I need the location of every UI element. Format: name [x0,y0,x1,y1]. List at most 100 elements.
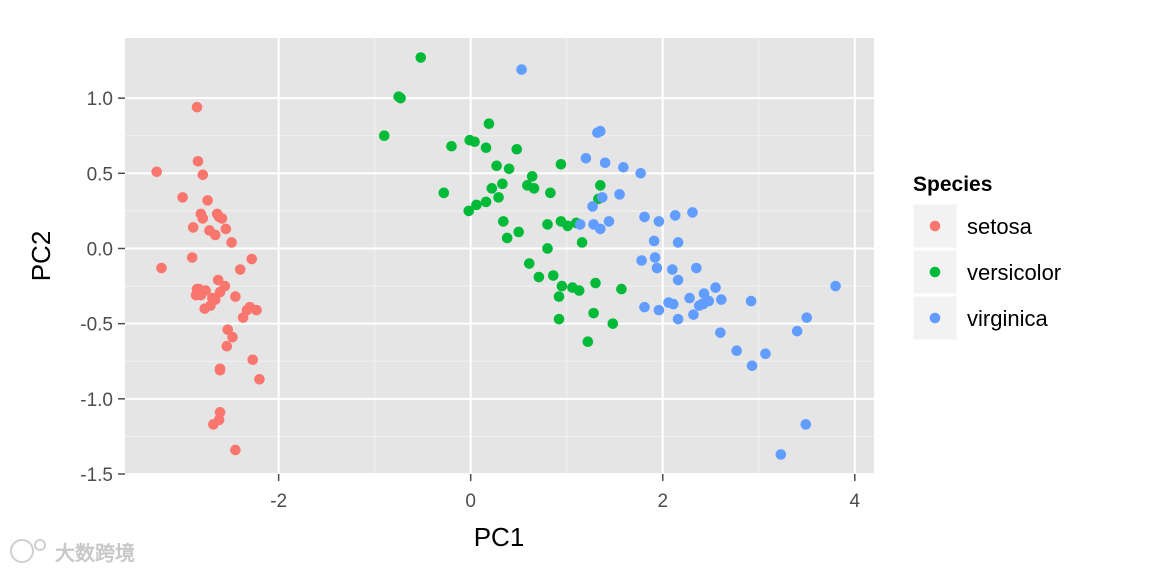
data-point-setosa [226,237,237,248]
data-point-versicolor [588,307,599,319]
data-point-setosa [191,101,203,113]
y-tick-label: -1.0 [80,390,113,411]
data-point-virginica [760,348,771,360]
data-point-versicolor [523,258,535,269]
data-point-virginica [669,210,681,221]
data-point-virginica [667,264,678,275]
data-point-setosa [227,331,238,343]
data-point-virginica [516,64,527,75]
y-tick-label: 1.0 [87,89,113,110]
data-point-versicolor [607,318,619,329]
data-point-setosa [156,262,167,274]
legend-marker-setosa [929,220,941,232]
data-point-virginica [663,297,674,308]
legend: Species setosa versicolor virginica [912,173,1061,341]
grid-major [125,38,874,475]
data-point-setosa [186,252,198,263]
x-tick-label: -2 [270,491,287,512]
data-point-versicolor [415,52,427,63]
data-point-setosa [187,222,199,233]
data-point-setosa [254,373,265,385]
data-point-setosa [151,166,162,178]
data-point-virginica [715,327,726,338]
x-axis-ticks: -2 0 2 4 [270,474,861,512]
data-point-versicolor [562,220,573,232]
x-tick-label: 4 [850,491,861,512]
data-point-setosa [199,303,211,314]
data-point-virginica [587,201,598,212]
data-point-virginica [684,292,695,304]
data-point-versicolor [438,187,450,199]
data-point-versicolor [446,140,457,152]
data-point-setosa [193,283,205,295]
watermark-logo-icon [10,539,34,563]
data-point-versicolor [493,192,504,203]
data-point-versicolor [469,136,480,148]
data-point-versicolor [533,271,545,283]
data-point-virginica [746,360,758,372]
data-point-versicolor [497,178,508,190]
data-point-versicolor [545,187,556,199]
legend-title: Species [913,173,992,196]
data-point-virginica [800,419,812,430]
data-point-virginica [574,219,586,230]
data-point-versicolor [503,163,515,175]
data-point-versicolor [513,226,525,238]
x-axis-title: PC1 [474,522,525,552]
data-point-versicolor [576,237,588,248]
data-point-setosa [213,414,225,426]
y-tick-label: 0.5 [87,164,113,185]
data-point-versicolor [480,142,492,154]
x-tick-label: 2 [657,491,668,512]
data-point-setosa [222,324,234,335]
data-point-virginica [636,255,647,266]
data-point-versicolor [393,91,404,102]
data-point-versicolor [501,232,513,244]
data-point-versicolor [463,205,475,217]
data-point-setosa [202,195,213,206]
y-axis-title: PC2 [26,231,56,282]
data-point-setosa [221,340,233,352]
data-point-versicolor [547,270,559,281]
data-point-virginica [603,216,615,227]
data-point-virginica [639,211,650,223]
y-tick-label: -0.5 [80,315,113,336]
data-point-versicolor [542,219,553,230]
data-point-versicolor [590,277,601,289]
data-point-setosa [216,213,228,224]
data-point-virginica [710,282,721,293]
data-point-versicolor [595,180,606,191]
watermark-text: 大数跨境 [55,541,135,565]
data-point-setosa [230,291,241,302]
y-tick-label: 0.0 [87,239,113,260]
data-point-versicolor [553,313,565,325]
data-point-virginica [691,262,702,274]
data-point-setosa [197,169,209,181]
data-point-virginica [791,325,803,337]
data-point-versicolor [556,280,568,292]
data-point-virginica [801,312,813,323]
data-point-virginica [648,235,660,247]
data-point-virginica [596,192,608,203]
data-point-setosa [177,192,188,203]
data-point-virginica [595,125,606,137]
data-point-setosa [246,253,258,265]
data-point-virginica [775,449,787,460]
legend-marker-virginica [929,312,941,324]
data-point-versicolor [567,282,578,293]
data-point-versicolor [582,336,594,347]
y-axis-ticks: -1.5 -1.0 -0.5 0.0 0.5 1.0 [80,89,125,486]
data-point-setosa [220,223,232,235]
legend-label-versicolor: versicolor [967,260,1061,285]
data-point-versicolor [616,283,627,295]
data-point-setosa [247,354,259,366]
data-point-versicolor [553,291,565,302]
x-tick-label: 0 [465,491,476,512]
data-point-versicolor [378,130,390,142]
data-point-versicolor [528,183,540,194]
data-point-virginica [672,237,684,248]
data-point-virginica [653,304,665,316]
plot-panel [125,38,874,474]
data-point-virginica [698,288,710,299]
